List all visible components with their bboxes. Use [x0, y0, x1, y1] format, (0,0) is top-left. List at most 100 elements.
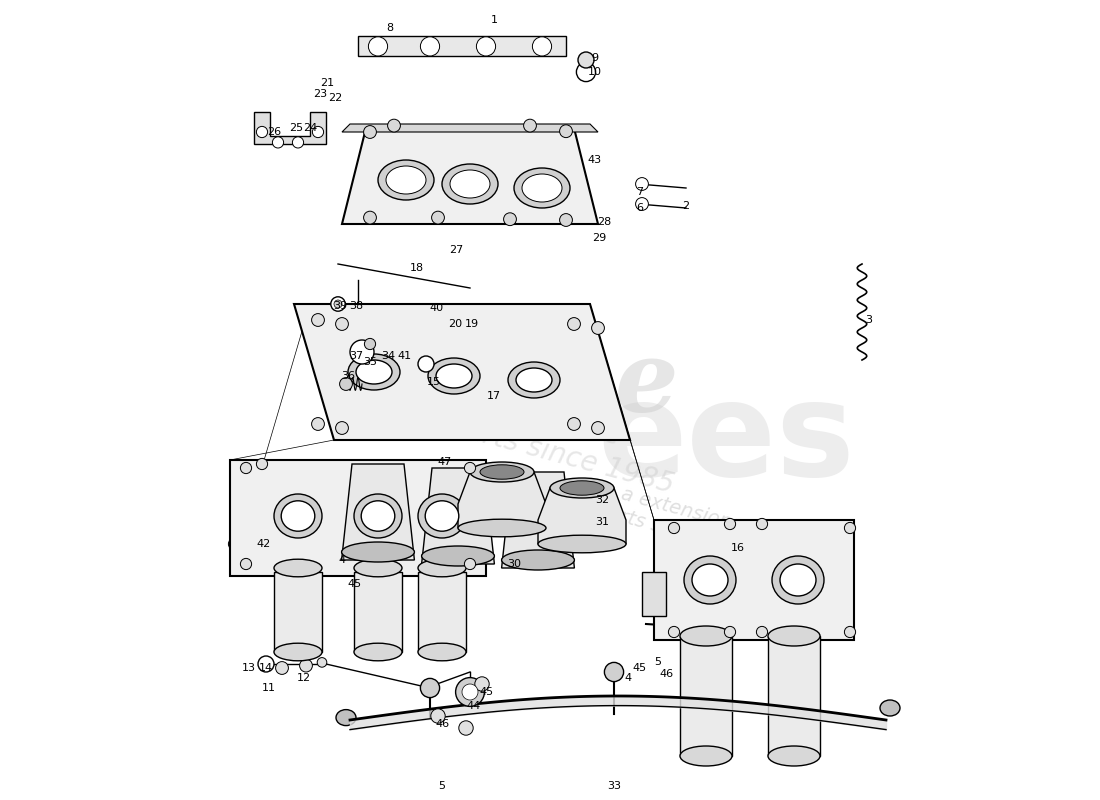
Text: 45: 45 — [346, 579, 361, 589]
Polygon shape — [769, 636, 820, 756]
Text: 22: 22 — [329, 93, 343, 102]
Text: 16: 16 — [732, 543, 745, 553]
Ellipse shape — [361, 501, 395, 531]
Circle shape — [459, 721, 473, 735]
Text: 45: 45 — [478, 687, 493, 697]
Polygon shape — [342, 128, 598, 224]
Circle shape — [431, 709, 446, 723]
Ellipse shape — [880, 700, 900, 716]
Ellipse shape — [480, 465, 524, 479]
Circle shape — [464, 462, 475, 474]
Circle shape — [464, 558, 475, 570]
Text: 2: 2 — [682, 202, 690, 211]
Text: 34: 34 — [382, 351, 396, 361]
Circle shape — [258, 656, 274, 672]
Ellipse shape — [282, 501, 315, 531]
Circle shape — [725, 518, 736, 530]
Circle shape — [387, 119, 400, 132]
Text: 5: 5 — [439, 781, 446, 790]
Circle shape — [311, 314, 324, 326]
Circle shape — [532, 37, 551, 56]
Circle shape — [757, 626, 768, 638]
Text: e: e — [614, 336, 678, 432]
Ellipse shape — [508, 362, 560, 398]
Text: 21: 21 — [320, 78, 334, 88]
Polygon shape — [358, 36, 566, 56]
Circle shape — [420, 678, 440, 698]
Ellipse shape — [378, 160, 434, 200]
Circle shape — [268, 550, 279, 562]
Ellipse shape — [428, 358, 480, 394]
Text: 40: 40 — [429, 303, 443, 313]
Circle shape — [672, 620, 683, 631]
Circle shape — [256, 126, 267, 138]
Ellipse shape — [354, 643, 402, 661]
Text: 19: 19 — [464, 319, 478, 329]
Text: 26: 26 — [267, 127, 282, 137]
Circle shape — [273, 137, 284, 148]
Text: 27: 27 — [449, 245, 463, 254]
Circle shape — [241, 558, 252, 570]
Ellipse shape — [680, 746, 732, 766]
Text: 13: 13 — [242, 663, 256, 673]
Text: 30: 30 — [507, 559, 521, 569]
Text: 4: 4 — [625, 674, 632, 683]
Text: ees: ees — [597, 377, 855, 503]
Ellipse shape — [336, 710, 356, 726]
Text: 9: 9 — [591, 53, 598, 62]
Text: 42: 42 — [256, 539, 271, 549]
Circle shape — [334, 300, 342, 308]
Text: 39: 39 — [333, 301, 348, 310]
Text: 7: 7 — [636, 187, 644, 197]
Circle shape — [576, 62, 595, 82]
Text: 18: 18 — [409, 263, 424, 273]
Circle shape — [560, 125, 572, 138]
Circle shape — [568, 318, 581, 330]
Text: 46: 46 — [659, 669, 673, 678]
Polygon shape — [458, 472, 546, 528]
Circle shape — [256, 458, 267, 470]
Text: 46: 46 — [434, 719, 449, 729]
Ellipse shape — [502, 550, 574, 570]
Polygon shape — [654, 520, 854, 640]
Circle shape — [504, 213, 516, 226]
Polygon shape — [342, 124, 598, 132]
Polygon shape — [421, 468, 494, 564]
Circle shape — [350, 340, 374, 364]
Text: 47: 47 — [438, 458, 451, 467]
Text: 28: 28 — [597, 218, 612, 227]
Text: 6: 6 — [636, 203, 644, 213]
Text: 23: 23 — [314, 90, 328, 99]
Text: 37: 37 — [350, 351, 363, 361]
Circle shape — [241, 462, 252, 474]
Ellipse shape — [450, 170, 490, 198]
Ellipse shape — [274, 494, 322, 538]
Text: 36: 36 — [341, 371, 355, 381]
Circle shape — [657, 620, 668, 631]
Text: 45: 45 — [632, 663, 647, 673]
Circle shape — [604, 662, 624, 682]
Text: 4: 4 — [339, 555, 345, 565]
Circle shape — [276, 662, 288, 674]
Ellipse shape — [421, 546, 494, 566]
Circle shape — [568, 418, 581, 430]
Text: 20: 20 — [449, 319, 463, 329]
Text: 5: 5 — [653, 658, 661, 667]
Circle shape — [669, 626, 680, 638]
Ellipse shape — [356, 360, 392, 384]
Circle shape — [475, 677, 490, 691]
Circle shape — [757, 518, 768, 530]
Ellipse shape — [442, 164, 498, 204]
Polygon shape — [294, 304, 630, 440]
Ellipse shape — [692, 564, 728, 596]
Ellipse shape — [550, 478, 614, 498]
Text: 25: 25 — [289, 123, 304, 133]
Circle shape — [578, 52, 594, 68]
Text: 41: 41 — [397, 351, 411, 361]
Text: 33: 33 — [607, 781, 621, 790]
Text: 29: 29 — [593, 234, 607, 243]
Polygon shape — [538, 488, 626, 544]
Circle shape — [636, 198, 648, 210]
Circle shape — [293, 137, 304, 148]
Ellipse shape — [342, 542, 415, 562]
